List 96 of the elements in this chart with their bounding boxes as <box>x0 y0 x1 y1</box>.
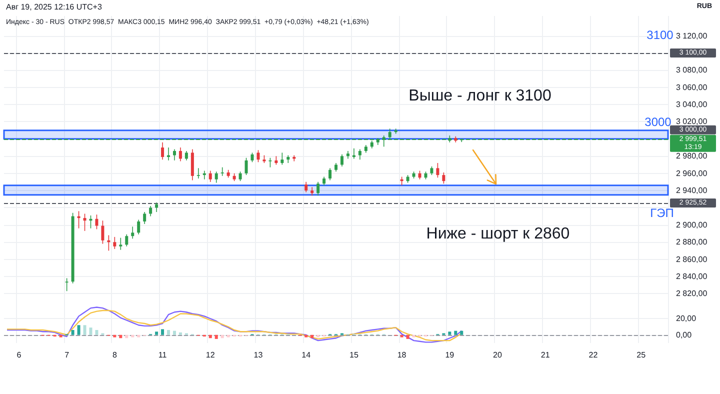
bar <box>214 334 218 339</box>
x-tick-label: 15 <box>349 350 359 360</box>
candlestick <box>214 171 218 184</box>
x-tick-label: 20 <box>493 350 503 360</box>
bar <box>137 334 140 338</box>
candlestick <box>119 237 122 250</box>
x-tick-label: 19 <box>445 350 455 360</box>
candlestick <box>238 171 242 182</box>
bar <box>113 334 116 338</box>
candlestick <box>256 150 260 163</box>
y-tick-label: 2 820,00 <box>676 289 708 298</box>
y-tick-label: 3 060,00 <box>676 82 708 92</box>
x-tick-label: 13 <box>254 350 264 360</box>
candlestick <box>316 182 320 196</box>
candlestick <box>250 152 254 163</box>
candlestick <box>161 142 164 160</box>
y-tick-label: 2 980,00 <box>676 152 708 161</box>
bar <box>95 330 98 335</box>
bar <box>167 330 170 335</box>
candlestick <box>149 206 152 217</box>
candlestick <box>65 278 68 292</box>
bar <box>316 334 320 338</box>
candlestick <box>131 226 134 240</box>
candlestick <box>208 170 212 182</box>
y-tick-label: 20,00 <box>676 314 697 324</box>
bar <box>412 334 416 338</box>
annotation: Выше - лонг к 3100 <box>408 88 552 104</box>
y-tick-label: 2 880,00 <box>676 238 708 247</box>
x-tick-label: 21 <box>540 350 550 360</box>
annotation: ГЭП <box>650 206 674 220</box>
candlestick <box>280 152 284 166</box>
bar <box>83 325 86 335</box>
bar <box>125 334 128 338</box>
bar <box>178 332 182 335</box>
bar <box>71 330 74 335</box>
y-tick-label: 2 860,00 <box>676 254 708 264</box>
bar <box>304 334 308 338</box>
x-tick-label: 7 <box>64 350 70 360</box>
candlestick <box>184 150 188 161</box>
candlestick <box>190 148 194 181</box>
x-tick-label: 12 <box>206 350 216 360</box>
candlestick <box>196 168 200 179</box>
y-tick-label: 2 840,00 <box>676 272 708 281</box>
annotation: 3000 <box>644 115 672 129</box>
candlestick <box>95 214 98 230</box>
candlestick <box>172 148 176 161</box>
candlestick <box>244 157 248 176</box>
candlestick <box>113 236 116 250</box>
x-tick-label: 25 <box>636 350 646 360</box>
y-tick-label: 2 900,00 <box>676 220 708 230</box>
candlestick <box>358 148 362 160</box>
candlestick <box>442 172 446 184</box>
x-tick-label: 22 <box>588 350 598 360</box>
bar <box>406 334 410 339</box>
bar <box>220 334 224 338</box>
y-tick-label: 2 940,00 <box>676 186 708 196</box>
candlestick <box>178 147 182 162</box>
candlestick <box>268 157 272 168</box>
annotation: 3100 <box>646 28 674 42</box>
candlestick <box>328 168 332 181</box>
candlestick <box>83 213 86 232</box>
bar <box>119 334 122 338</box>
candlestick <box>137 219 140 235</box>
x-tick-label: 8 <box>112 350 118 360</box>
bar <box>460 330 464 335</box>
bar <box>59 334 62 338</box>
y-tick-label: 3 120,00 <box>676 31 708 40</box>
bar <box>89 328 92 335</box>
candlestick <box>143 212 146 224</box>
bar <box>77 325 80 335</box>
candlestick <box>304 182 308 193</box>
y-tick-label: 3 040,00 <box>676 100 708 110</box>
candlestick <box>340 154 344 167</box>
bar <box>226 334 230 338</box>
x-tick-label: 6 <box>16 350 22 360</box>
annotation: Ниже - шорт к 2860 <box>426 226 570 242</box>
bar <box>131 334 134 338</box>
bar <box>448 332 452 335</box>
bar <box>400 334 404 338</box>
candlestick <box>101 220 104 244</box>
x-tick-label: 18 <box>397 350 407 360</box>
y-tick-label: 3 020,00 <box>676 117 708 126</box>
candlestick <box>125 234 128 247</box>
x-tick-label: 14 <box>302 350 312 360</box>
bar <box>208 334 212 338</box>
x-tick-label: 11 <box>158 350 168 360</box>
y-tick-label: 2 960,00 <box>676 168 708 178</box>
bar <box>155 332 158 335</box>
bar <box>161 329 164 335</box>
chart-subtitle: Авг 19, 2025 12:16 UTC+3 <box>6 2 102 12</box>
y-tick-label: 3 080,00 <box>676 66 708 75</box>
bar <box>310 334 314 338</box>
candlestick <box>436 162 440 178</box>
y-tick-label: 0,00 <box>676 330 692 340</box>
bar <box>172 330 176 335</box>
bar <box>454 330 458 335</box>
